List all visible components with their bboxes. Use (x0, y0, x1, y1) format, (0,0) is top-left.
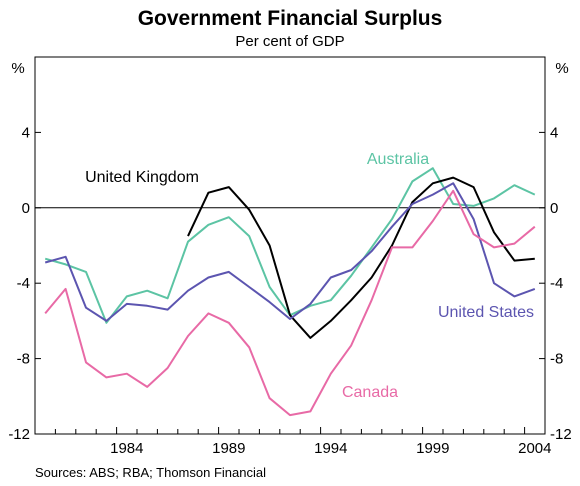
x-tick-label: 1989 (212, 440, 245, 457)
y-tick-label-left: -8 (17, 351, 30, 368)
series-label-australia: Australia (367, 151, 429, 168)
plot-frame (34, 56, 546, 435)
x-tick-label: 1984 (110, 440, 143, 457)
chart-subtitle: Per cent of GDP (235, 33, 344, 50)
source-note: Sources: ABS; RBA; Thomson Financial (35, 465, 266, 480)
series-line-australia (44, 167, 536, 324)
series-line-united-kingdom (187, 176, 535, 339)
y-tick-label-right: -12 (550, 426, 572, 443)
y-tick-label-left: 4 (22, 124, 30, 141)
y-tick-label-right: -8 (550, 351, 563, 368)
axes: -12 -12 -8 -8 -4 -4 0 0 4 4 1984 1989 1994 1999 2004 (8, 124, 571, 457)
y-unit-right: % (555, 60, 568, 77)
y-tick-label-right: 0 (550, 200, 558, 217)
x-tick-label: 1994 (314, 440, 347, 457)
y-tick-label-right: -4 (550, 275, 563, 292)
series-line-canada (44, 189, 536, 417)
series-label-canada: Canada (342, 384, 398, 401)
y-tick-label-left: 0 (22, 200, 30, 217)
series-line-united-states (44, 182, 536, 322)
y-unit-left: % (11, 60, 24, 77)
y-tick-label-right: 4 (550, 124, 558, 141)
series-labels: Australia United Kingdom United States Cana… (85, 151, 534, 401)
y-tick-label-left: -12 (8, 426, 30, 443)
series-lines (44, 167, 536, 417)
x-tick-label: 2004 (518, 440, 551, 457)
series-label-united-kingdom: United Kingdom (85, 169, 199, 186)
series-label-united-states: United States (438, 304, 534, 321)
x-tick-label: 1999 (416, 440, 449, 457)
y-tick-label-left: -4 (17, 275, 30, 292)
chart-title: Government Financial Surplus (138, 7, 443, 30)
